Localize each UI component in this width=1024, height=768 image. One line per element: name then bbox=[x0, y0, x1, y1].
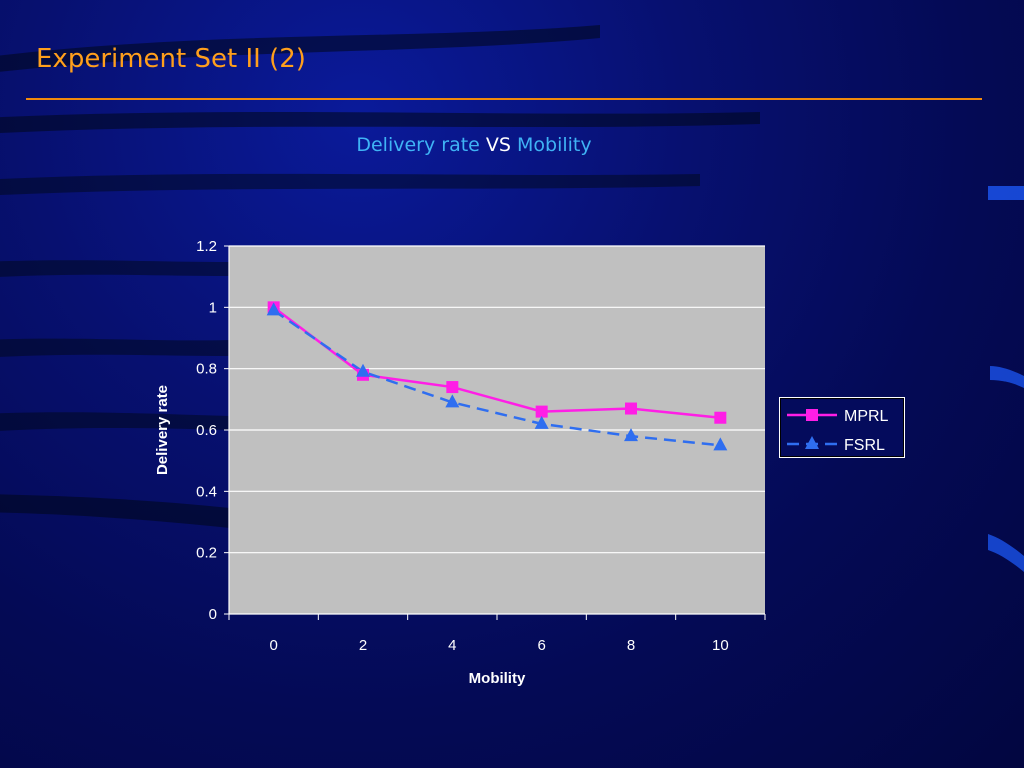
data-point-fsrl bbox=[713, 437, 728, 451]
chart-heading: Delivery rate VS Mobility bbox=[0, 134, 948, 156]
y-tick-label: 0.6 bbox=[196, 422, 217, 439]
y-tick-label: 0.4 bbox=[196, 483, 217, 500]
series-line-mprl bbox=[272, 306, 721, 419]
x-tick-label: 8 bbox=[627, 637, 635, 654]
legend-label-fsrl: FSRL bbox=[844, 437, 885, 454]
y-tick-label: 0.8 bbox=[196, 361, 217, 378]
data-point-mprl bbox=[446, 381, 459, 394]
x-tick-label: 4 bbox=[448, 637, 456, 654]
data-point-fsrl bbox=[445, 394, 460, 408]
data-point-mprl bbox=[535, 405, 548, 418]
x-axis-title: Mobility bbox=[469, 670, 526, 687]
y-axis-title: Delivery rate bbox=[154, 385, 171, 475]
y-tick-label: 0.2 bbox=[196, 545, 217, 562]
data-point-fsrl bbox=[624, 428, 638, 442]
x-tick-label: 10 bbox=[712, 637, 729, 654]
legend-marker-mprl bbox=[806, 409, 818, 421]
y-tick-label: 1 bbox=[209, 299, 217, 316]
y-tick-label: 0 bbox=[209, 606, 217, 623]
data-point-mprl bbox=[714, 411, 727, 424]
slide-title: Experiment Set II (2) bbox=[36, 44, 306, 74]
data-point-mprl bbox=[625, 402, 637, 415]
legend-background bbox=[780, 398, 904, 457]
chart-heading-right: Mobility bbox=[517, 134, 592, 156]
y-tick-label: 1.2 bbox=[196, 238, 217, 255]
legend-label-mprl: MPRL bbox=[844, 408, 889, 425]
x-tick-label: 0 bbox=[269, 637, 277, 654]
title-divider bbox=[26, 98, 982, 100]
legend-marker-fsrl bbox=[805, 436, 819, 449]
chart-heading-vs: VS bbox=[485, 134, 511, 156]
series-line-fsrl bbox=[272, 309, 721, 447]
x-tick-label: 2 bbox=[359, 637, 367, 654]
data-point-fsrl bbox=[534, 415, 549, 429]
data-point-fsrl bbox=[356, 363, 370, 377]
chart-heading-left: Delivery rate bbox=[356, 134, 480, 156]
x-tick-label: 6 bbox=[537, 637, 545, 654]
data-point-fsrl bbox=[266, 302, 281, 316]
